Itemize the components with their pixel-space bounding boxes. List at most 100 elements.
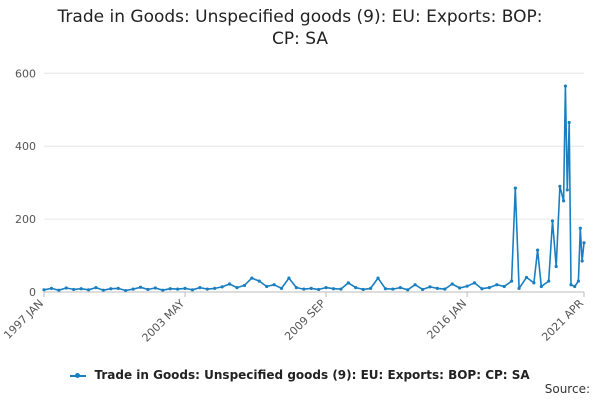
data-point — [536, 248, 540, 252]
gridlines — [44, 72, 584, 293]
y-axis-ticks: 0 200 400 600 — [15, 67, 36, 299]
data-point — [413, 283, 417, 287]
data-point — [561, 199, 566, 203]
chart-title: Trade in Goods: Unspecified goods (9): E… — [0, 6, 600, 50]
data-point — [183, 286, 187, 290]
data-point — [101, 288, 105, 292]
data-point — [168, 287, 172, 291]
data-point — [146, 287, 150, 292]
data-point — [517, 286, 521, 290]
source-label: Source: — [544, 382, 590, 396]
data-point — [176, 287, 180, 291]
data-point — [242, 283, 247, 288]
data-point — [309, 286, 313, 290]
data-point — [346, 281, 350, 285]
data-point — [480, 287, 484, 291]
chart-title-line-2: CP: SA — [272, 29, 328, 49]
data-point — [539, 284, 543, 289]
x-tick-label: 2009 SEP — [282, 297, 328, 343]
data-point — [354, 286, 358, 290]
data-point — [376, 276, 380, 280]
data-point — [42, 288, 46, 292]
data-point — [513, 186, 517, 190]
data-point — [487, 286, 491, 290]
data-point — [324, 286, 328, 290]
data-point — [272, 283, 276, 287]
y-tick-label: 400 — [15, 140, 36, 153]
data-point — [339, 287, 343, 291]
x-tick-label: 2003 MAY — [140, 297, 188, 345]
series-line — [43, 85, 585, 292]
data-point — [131, 287, 135, 291]
data-point — [190, 288, 195, 292]
data-point — [547, 279, 551, 283]
data-point — [294, 286, 298, 290]
y-tick-label: 600 — [15, 67, 36, 80]
data-point — [49, 286, 54, 290]
data-point — [406, 288, 410, 292]
x-tick-label: 2021 APR — [539, 297, 586, 344]
data-point — [578, 226, 582, 230]
data-point — [331, 287, 336, 291]
data-point — [213, 286, 217, 290]
data-point — [565, 188, 569, 192]
data-point — [569, 283, 573, 287]
data-point — [576, 279, 581, 283]
data-point — [86, 288, 91, 292]
data-point — [398, 286, 402, 290]
y-tick-label: 0 — [29, 286, 36, 299]
y-tick-label: 200 — [15, 213, 36, 226]
data-point — [153, 286, 157, 290]
x-tick-label: 2016 JAN — [424, 297, 469, 342]
data-point — [558, 184, 562, 188]
data-point — [116, 286, 120, 290]
data-point — [124, 288, 128, 293]
data-point — [391, 287, 395, 291]
data-point — [532, 281, 536, 285]
data-point — [250, 276, 254, 280]
data-point — [428, 285, 432, 289]
data-point — [257, 279, 261, 283]
series-group — [42, 84, 586, 293]
data-point — [563, 84, 568, 88]
data-point — [72, 287, 76, 292]
data-point — [465, 284, 469, 288]
data-point — [57, 288, 61, 292]
data-point — [450, 282, 454, 286]
x-tick-label: 1997 JAN — [1, 297, 46, 342]
data-point — [361, 287, 365, 292]
data-point — [368, 286, 373, 290]
data-point — [383, 287, 388, 291]
data-point — [205, 287, 209, 291]
data-point — [573, 284, 577, 289]
data-point — [265, 284, 269, 289]
data-point — [510, 279, 514, 283]
data-point — [302, 287, 306, 291]
data-point — [582, 241, 586, 245]
data-point — [227, 282, 232, 286]
legend-swatch — [70, 372, 87, 378]
data-point — [550, 219, 555, 223]
x-axis-ticks: 1997 JAN 2003 MAY 2009 SEP 2016 JAN 2021 APR — [1, 292, 586, 345]
data-point — [287, 276, 291, 280]
data-point — [420, 287, 425, 292]
data-point — [138, 285, 143, 289]
legend-label: Trade in Goods: Unspecified goods (9): E… — [94, 368, 530, 382]
data-point — [567, 120, 571, 125]
data-point — [79, 287, 83, 291]
chart-title-line-1: Trade in Goods: Unspecified goods (9): E… — [57, 7, 543, 27]
data-point — [458, 286, 462, 290]
data-point — [317, 287, 321, 292]
data-point — [279, 286, 284, 290]
legend[interactable]: Trade in Goods: Unspecified goods (9): E… — [0, 368, 600, 382]
data-point — [198, 286, 202, 290]
data-point — [235, 286, 239, 290]
data-point — [161, 288, 165, 292]
data-point — [580, 259, 584, 263]
data-point — [524, 275, 529, 280]
data-point — [443, 287, 447, 291]
data-point — [502, 284, 506, 289]
data-point — [554, 264, 558, 269]
data-point — [109, 287, 113, 291]
